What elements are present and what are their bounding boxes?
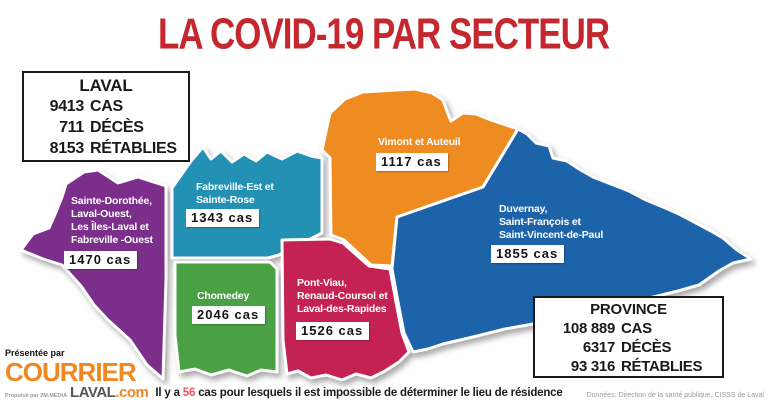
laval-stats-box: LAVAL 9413 CAS 711 DÉCÈS 8153 RÉTABLIES (22, 71, 190, 162)
laval-cases-row: 9413 CAS (30, 96, 182, 117)
region-vimont-auteuil-cases-badge: 1117 cas (376, 153, 448, 171)
province-deaths-label: DÉCÈS (621, 339, 672, 356)
footnote-suffix: cas pour lesquels il est impossible de d… (195, 387, 563, 399)
data-source-note: Données: Direction de la santé publique,… (586, 392, 764, 399)
courrier-laval-logo: Présentée par COURRIER Propulsé par 2M.M… (5, 348, 149, 401)
province-cases-label: CAS (621, 320, 652, 337)
region-fabreville-est-cases-badge: 1343 cas (186, 209, 260, 227)
page-title-text: LA COVID-19 PAR SECTEUR (158, 8, 610, 59)
province-deaths-value: 6317 (582, 339, 615, 356)
province-recovered-value: 93 316 (570, 358, 615, 375)
powered-by-label: Propulsé par 2M.MEDIA (5, 393, 68, 399)
region-sainte-dorothee-cases-badge: 1470 cas (64, 251, 138, 269)
laval-deaths-label: DÉCÈS (90, 119, 144, 136)
region-sainte-dorothee-label: Sainte-Dorothée, Laval-Ouest, Les Îles-L… (71, 195, 153, 246)
province-deaths-row: 6317 DÉCÈS (541, 338, 716, 357)
courrier-wordmark: COURRIER (5, 357, 137, 387)
footnote: Il y a 56 cas pour lesquels il est impos… (120, 387, 598, 399)
presented-by-label: Présentée par (5, 348, 65, 358)
laval-stats-title: LAVAL (79, 76, 133, 95)
region-pont-viau-shape (280, 237, 411, 382)
province-cases-row: 108 889 CAS (541, 319, 716, 338)
laval-com-wordmark: Propulsé par 2M.MEDIA LAVAL .com (5, 384, 149, 401)
province-recovered-row: 93 316 RÉTABLIES (541, 357, 716, 376)
region-duvernay-shape (390, 127, 753, 354)
region-vimont-auteuil-shape (320, 87, 520, 268)
laval-cases-value: 9413 (49, 98, 85, 115)
laval-recovered-value: 8153 (49, 140, 85, 157)
laval-recovered-label: RÉTABLIES (90, 140, 177, 157)
region-chomedey-cases-badge: 2046 cas (192, 306, 266, 324)
laval-deaths-row: 711 DÉCÈS (30, 117, 182, 138)
region-duvernay-cases-badge: 1855 cas (491, 245, 565, 263)
laval-wordmark-accent: .com (115, 384, 149, 401)
page-title: LA COVID-19 PAR SECTEUR (0, 8, 768, 58)
region-vimont-auteuil-label: Vimont et Auteuil (378, 136, 461, 148)
laval-cases-label: CAS (90, 98, 123, 115)
region-sainte-dorothee-shape (19, 168, 168, 381)
footnote-prefix: Il y a (155, 387, 183, 399)
footnote-count: 56 (182, 387, 196, 399)
laval-wordmark-dark: LAVAL (70, 384, 116, 401)
region-duvernay-label: Duvernay, Saint-François et Saint-Vincen… (499, 203, 604, 241)
province-cases-value: 108 889 (562, 320, 615, 337)
region-chomedey-label: Chomedey (197, 290, 250, 302)
region-fabreville-est-label: Fabreville-Est et Sainte-Rose (196, 181, 274, 206)
province-stats-title: PROVINCE (590, 301, 667, 318)
province-stats-box: PROVINCE 108 889 CAS 6317 DÉCÈS 93 316 R… (533, 296, 724, 378)
laval-deaths-value: 711 (59, 119, 84, 136)
laval-recovered-row: 8153 RÉTABLIES (30, 138, 182, 159)
region-pont-viau-cases-badge: 1526 cas (296, 322, 370, 340)
region-pont-viau-label: Pont-Viau, Renaud-Coursol et Laval-des-R… (297, 277, 388, 315)
province-recovered-label: RÉTABLIES (621, 358, 703, 375)
region-fabreville-est-shape (170, 145, 324, 260)
